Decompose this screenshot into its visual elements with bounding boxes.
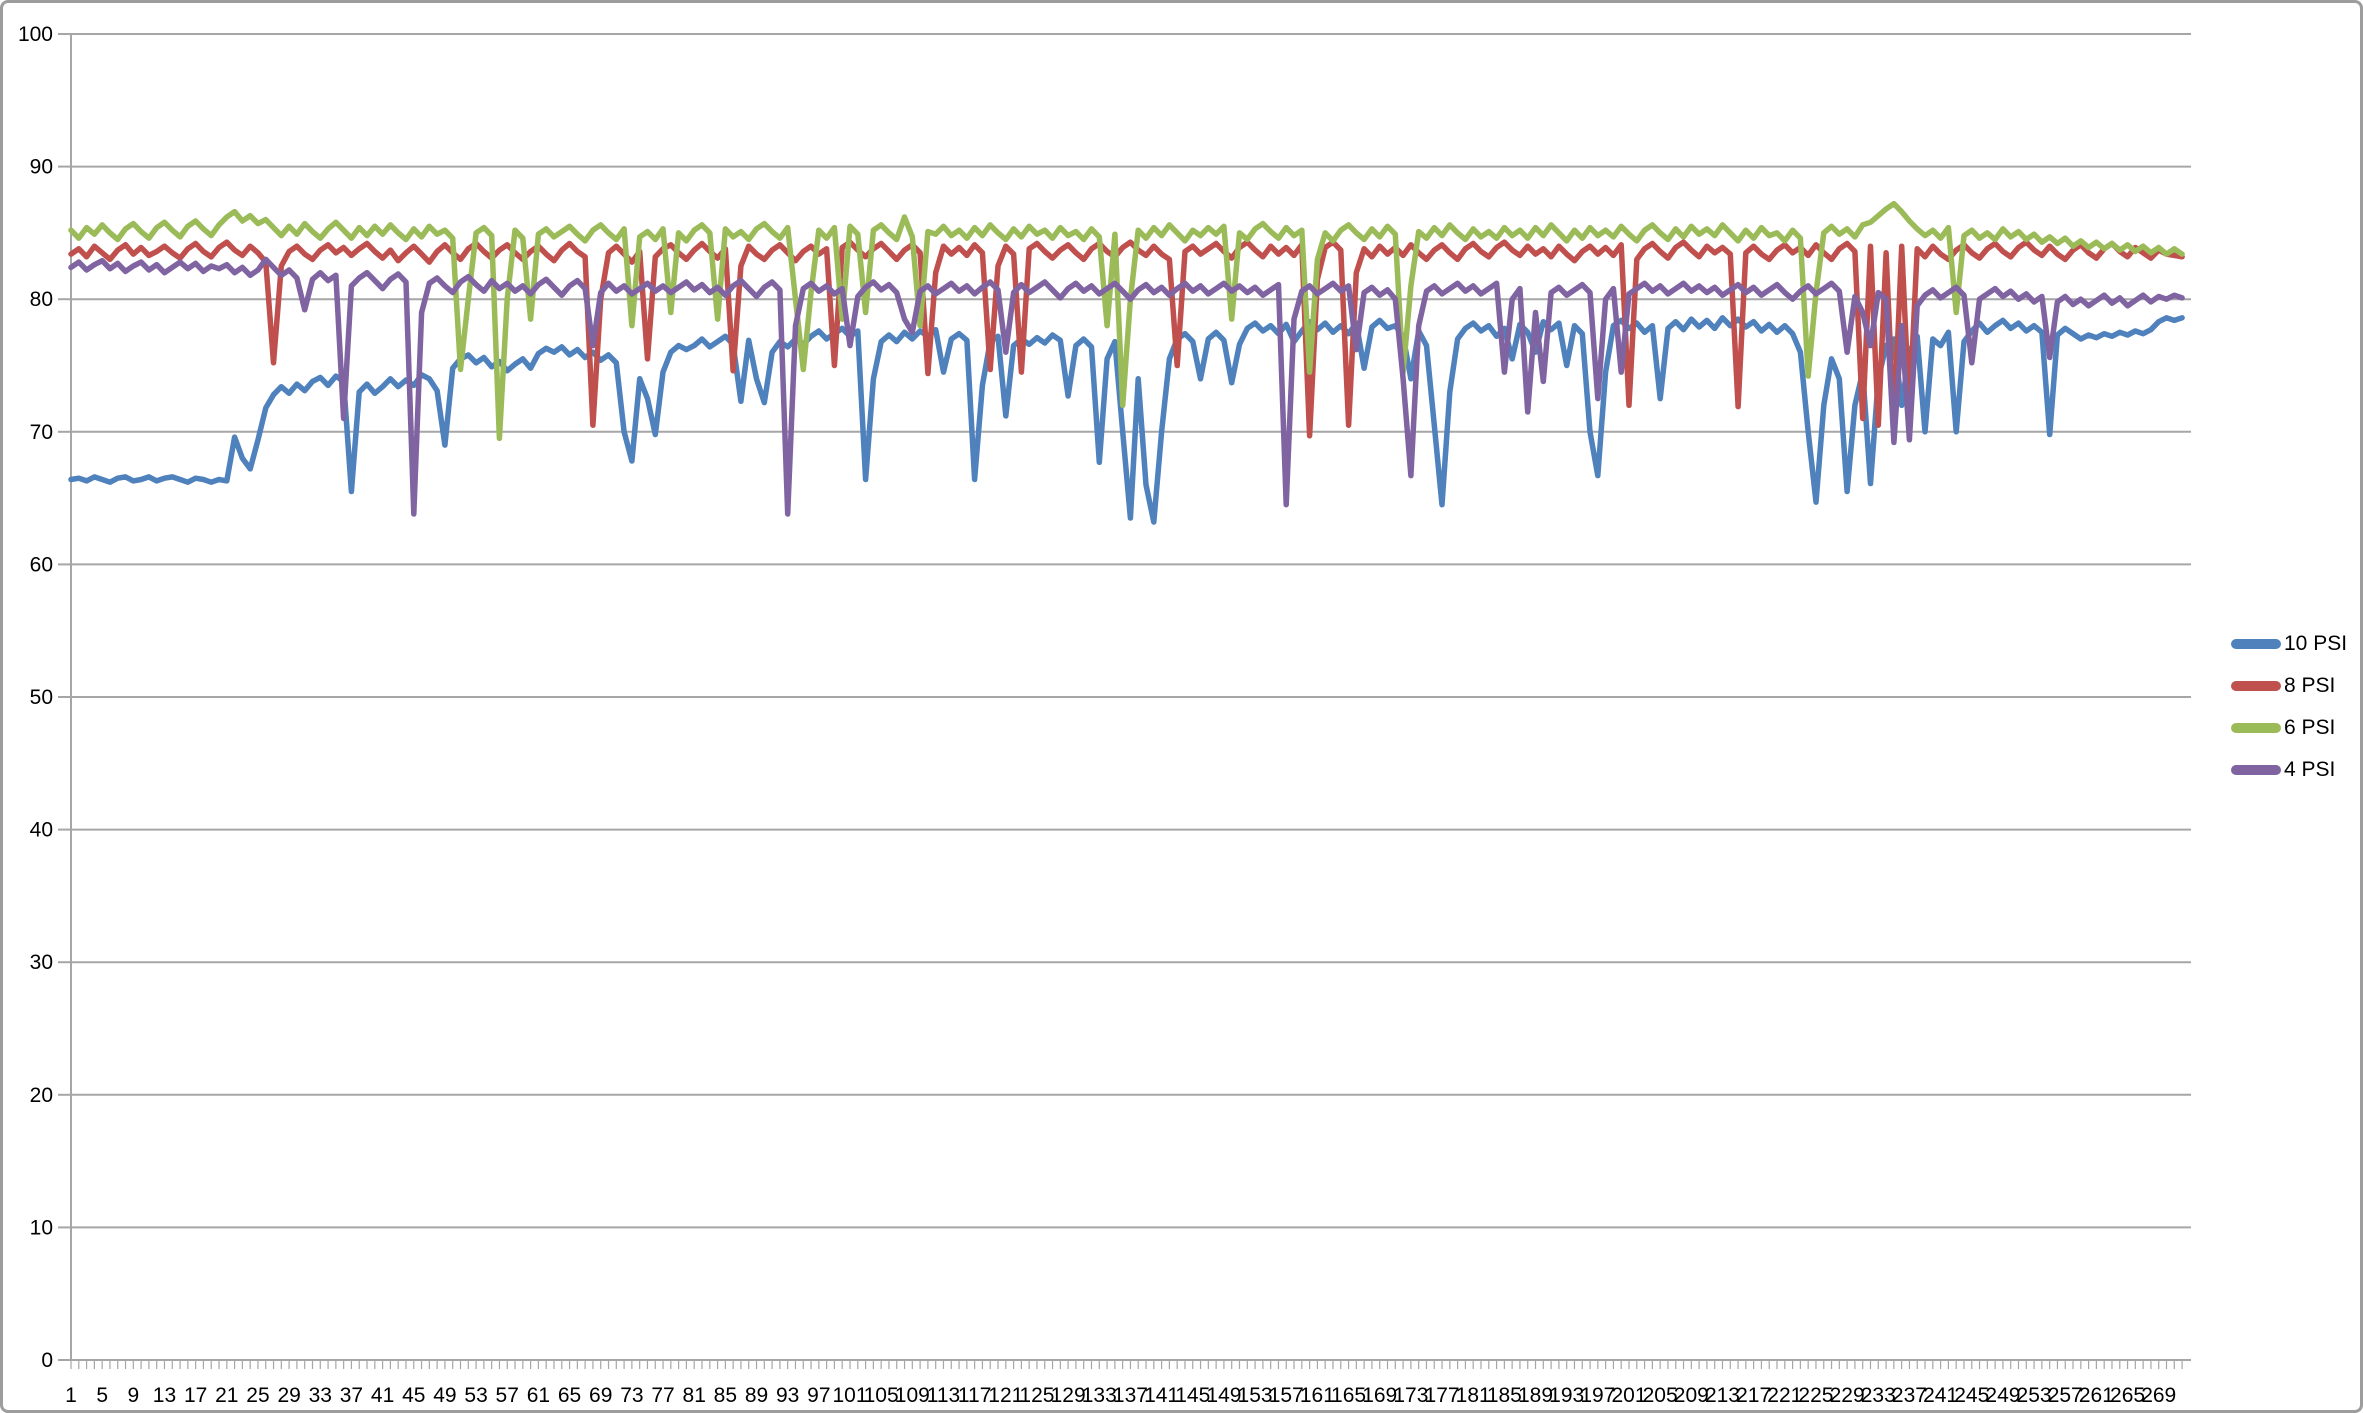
- x-tick-label: 69: [589, 1384, 612, 1407]
- x-tick-label: 165: [1331, 1384, 1366, 1407]
- x-tick-label: 29: [277, 1384, 300, 1407]
- x-tick-label: 73: [620, 1384, 643, 1407]
- legend-label-4-psi: 4 PSI: [2284, 758, 2336, 781]
- x-tick-label: 101: [832, 1384, 867, 1407]
- x-tick-label: 97: [807, 1384, 830, 1407]
- x-tick-label: 77: [651, 1384, 674, 1407]
- x-tick-label: 113: [927, 1384, 960, 1407]
- x-tick-label: 209: [1674, 1384, 1709, 1407]
- x-tick-label: 169: [1362, 1384, 1397, 1407]
- x-tick-label: 129: [1051, 1384, 1086, 1407]
- x-tick-label: 121: [988, 1384, 1023, 1407]
- x-tick-label: 221: [1767, 1384, 1802, 1407]
- chart-legend: 10 PSI 8 PSI 6 PSI 4 PSI: [2231, 632, 2348, 781]
- x-tick-label: 249: [1985, 1384, 2020, 1407]
- y-tick-label: 70: [30, 421, 53, 444]
- y-tick-label: 50: [30, 686, 53, 709]
- x-tick-label: 57: [496, 1384, 519, 1407]
- x-tick-label: 237: [1892, 1384, 1927, 1407]
- series-line-10-psi: [68, 315, 2185, 525]
- x-tick-label: 157: [1269, 1384, 1304, 1407]
- x-tick-label: 133: [1082, 1384, 1117, 1407]
- x-tick-label: 93: [776, 1384, 799, 1407]
- x-tick-label: 13: [153, 1384, 176, 1407]
- x-tick-label: 201: [1611, 1384, 1646, 1407]
- x-tick-label: 41: [371, 1384, 394, 1407]
- x-tick-label: 253: [2017, 1384, 2052, 1407]
- legend-label-10-psi: 10 PSI: [2284, 632, 2348, 655]
- x-tick-label: 37: [340, 1384, 363, 1407]
- x-tick-label: 53: [464, 1384, 487, 1407]
- legend-label-8-psi: 8 PSI: [2284, 674, 2336, 697]
- x-tick-label: 9: [127, 1384, 139, 1407]
- legend-marker-10-psi: [2231, 639, 2281, 649]
- x-tick-label: 145: [1175, 1384, 1210, 1407]
- x-tick-label: 21: [215, 1384, 238, 1407]
- series-line-8-psi: [68, 239, 2185, 439]
- y-tick-label: 100: [18, 23, 53, 46]
- x-tick-label: 65: [558, 1384, 581, 1407]
- x-tick-label: 149: [1206, 1384, 1241, 1407]
- x-tick-label: 173: [1393, 1384, 1428, 1407]
- x-tick-label: 261: [2079, 1384, 2114, 1407]
- y-tick-label: 60: [30, 553, 53, 576]
- x-tick-label: 89: [745, 1384, 768, 1407]
- legend-item-4-psi: 4 PSI: [2231, 758, 2347, 781]
- legend-item-10-psi: 10 PSI: [2231, 632, 2348, 655]
- x-tick-label: 85: [714, 1384, 737, 1407]
- x-tick-label: 229: [1830, 1384, 1865, 1407]
- x-tick-label: 49: [433, 1384, 456, 1407]
- y-tick-label: 80: [30, 288, 53, 311]
- legend-marker-4-psi: [2231, 765, 2281, 775]
- x-tick-label: 197: [1580, 1384, 1615, 1407]
- y-tick-label: 20: [30, 1084, 53, 1107]
- x-tick-label: 245: [1954, 1384, 1989, 1407]
- legend-marker-6-psi: [2231, 723, 2281, 733]
- y-tick-label: 40: [30, 819, 53, 842]
- x-tick-label: 233: [1861, 1384, 1896, 1407]
- x-tick-label: 25: [246, 1384, 269, 1407]
- x-tick-label: 181: [1456, 1384, 1491, 1407]
- x-tick-label: 193: [1549, 1384, 1584, 1407]
- x-tick-label: 117: [958, 1384, 991, 1407]
- y-tick-label: 10: [30, 1216, 53, 1239]
- legend-item-8-psi: 8 PSI: [2231, 674, 2347, 697]
- x-tick-label: 45: [402, 1384, 425, 1407]
- x-tick-label: 105: [864, 1384, 899, 1407]
- x-tick-label: 81: [683, 1384, 706, 1407]
- x-tick-label: 189: [1518, 1384, 1553, 1407]
- y-tick-label: 90: [30, 156, 53, 179]
- x-tick-label: 125: [1019, 1384, 1054, 1407]
- x-tick-label: 5: [96, 1384, 108, 1407]
- y-tick-label: 30: [30, 951, 53, 974]
- x-tick-label: 185: [1487, 1384, 1522, 1407]
- legend-label-6-psi: 6 PSI: [2284, 716, 2336, 739]
- x-tick-label: 177: [1425, 1384, 1460, 1407]
- x-tick-label: 17: [184, 1384, 207, 1407]
- x-tick-label: 153: [1238, 1384, 1273, 1407]
- x-tick-label: 217: [1736, 1384, 1771, 1407]
- x-tick-label: 33: [309, 1384, 332, 1407]
- legend-marker-8-psi: [2231, 681, 2281, 691]
- x-tick-label: 265: [2110, 1384, 2145, 1407]
- x-tick-label: 109: [895, 1384, 930, 1407]
- line-chart-plot: 0 10 20 30 40 50 60 70 80 90 100 1 5 9 13 17 21 25 29 33 37 4…: [18, 23, 2191, 1407]
- x-tick-label: 269: [2141, 1384, 2176, 1407]
- x-tick-label: 205: [1643, 1384, 1678, 1407]
- x-tick-label: 61: [527, 1384, 550, 1407]
- series-line-6-psi: [68, 200, 2185, 442]
- x-tick-label: 257: [2048, 1384, 2083, 1407]
- x-tick-label: 225: [1798, 1384, 1833, 1407]
- x-tick-label: 137: [1113, 1384, 1148, 1407]
- x-tick-label: 213: [1705, 1384, 1740, 1407]
- series-line-4-psi: [68, 256, 2185, 517]
- x-tick-label: 241: [1923, 1384, 1958, 1407]
- x-tick-label: 1: [65, 1384, 77, 1407]
- x-tick-label: 161: [1300, 1384, 1335, 1407]
- legend-item-6-psi: 6 PSI: [2231, 716, 2347, 739]
- x-tick-label: 141: [1144, 1384, 1179, 1407]
- y-tick-label: 0: [41, 1349, 53, 1372]
